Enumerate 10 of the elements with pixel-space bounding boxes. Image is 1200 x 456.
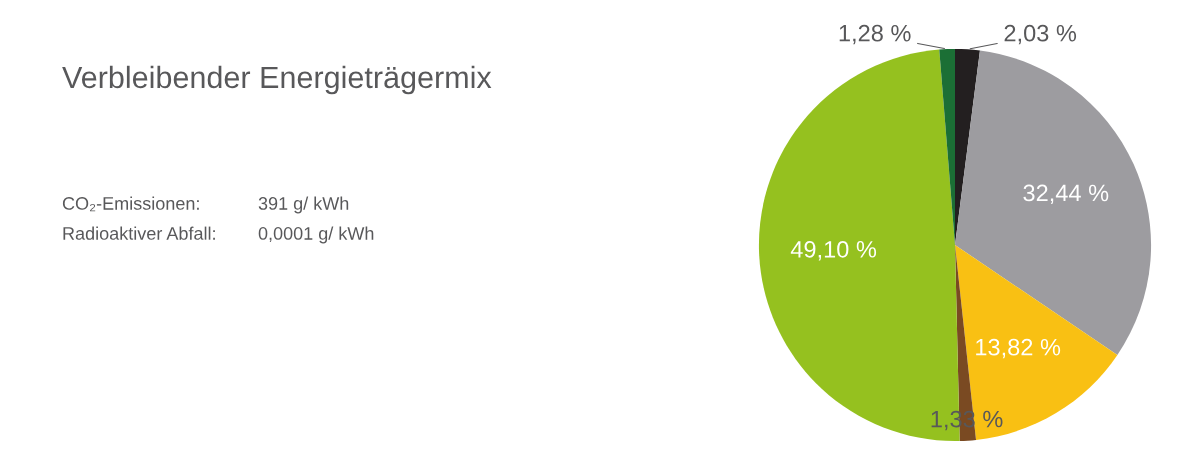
- data-label: 32,44 %: [1023, 184, 1109, 205]
- data-label: 13,82 %: [976, 338, 1061, 359]
- data-label: 49,10 %: [790, 240, 877, 261]
- data-label: 2,03 %: [1004, 24, 1077, 45]
- text: Radioaktiver Abfall:: [63, 226, 215, 240]
- text: Verbleibender Energieträgermix: [62, 65, 492, 95]
- text: 0,0001 g/ kWh: [258, 226, 374, 244]
- text: CO₂-Emissionen:: [62, 196, 199, 212]
- data-label: 1,28 %: [839, 24, 911, 45]
- text: 391 g/ kWh: [258, 196, 349, 214]
